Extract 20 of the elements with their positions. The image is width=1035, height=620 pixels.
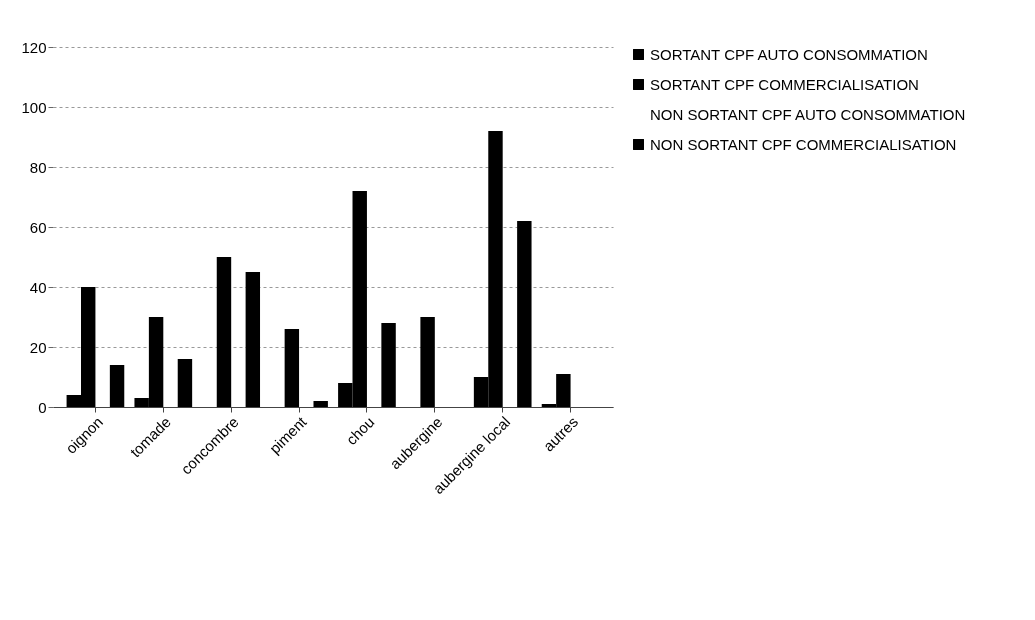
bar	[245, 272, 261, 407]
bar	[517, 221, 532, 407]
legend-label: SORTANT CPF COMMERCIALISATION	[650, 75, 919, 93]
y-tick-label: 80	[29, 158, 47, 176]
bar	[177, 359, 193, 407]
bar	[420, 317, 435, 407]
bar	[381, 323, 396, 407]
bar	[313, 401, 328, 407]
y-tick-label: 20	[29, 338, 47, 356]
legend-label: NON SORTANT CPF COMMERCIALISATION	[650, 135, 957, 153]
y-tick-label: 100	[21, 98, 47, 116]
bar	[109, 365, 125, 407]
bar	[284, 329, 300, 407]
legend-label: SORTANT CPF AUTO CONSOMMATION	[650, 45, 928, 63]
y-tick-label: 40	[29, 278, 47, 296]
y-tick-label: 0	[38, 398, 47, 416]
bar	[216, 257, 232, 407]
y-tick-label: 120	[21, 38, 47, 56]
y-tick-label: 60	[29, 218, 47, 236]
text: NON SORTANT CPF AUTO CONSOMMATION	[650, 105, 966, 123]
